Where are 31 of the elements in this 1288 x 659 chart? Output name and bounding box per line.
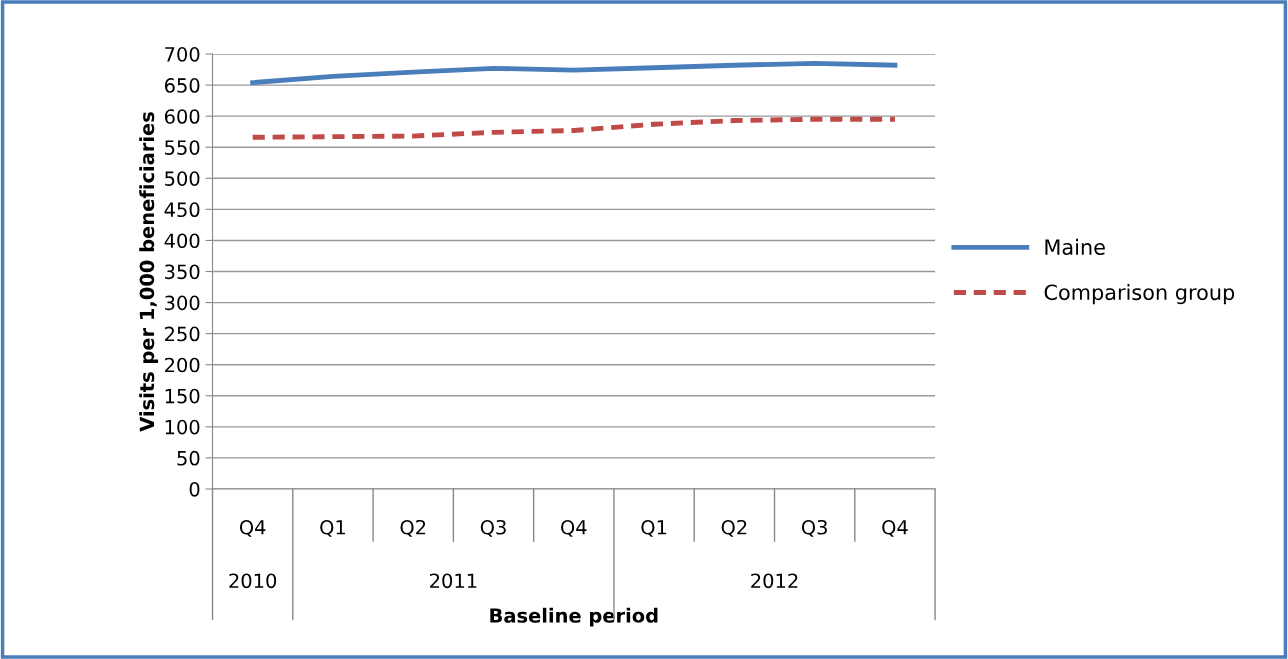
y-tick-label: 500 xyxy=(165,171,200,186)
legend-label: Comparison group xyxy=(1044,284,1235,305)
y-tick-label: 450 xyxy=(164,202,200,218)
x-tick-label: Q4 xyxy=(561,519,587,537)
y-tick-label: 300 xyxy=(165,295,200,311)
text: 2011 xyxy=(430,573,477,589)
y-tick-label: 200 xyxy=(165,357,200,373)
y-axis-title: Visits per 1,000 beneficiaries xyxy=(139,112,159,432)
y-tick-label: 600 xyxy=(164,109,200,124)
y-tick-label: 400 xyxy=(164,233,200,249)
y-tick-label: 150 xyxy=(165,388,200,404)
text: 2012 xyxy=(751,573,798,589)
y-tick-label: 50 xyxy=(177,450,200,466)
x-tick-label: Q4 xyxy=(239,519,266,537)
y-tick-label: 0 xyxy=(189,481,200,497)
x-axis-title: Baseline period xyxy=(490,607,658,627)
y-tick-label: 700 xyxy=(165,46,200,62)
x-tick-label: Q4 xyxy=(882,519,908,537)
x-tick-label: Q3 xyxy=(480,519,506,537)
x-tick-label: Q2 xyxy=(400,519,426,537)
x-tick-label: Q1 xyxy=(320,519,345,537)
y-tick-label: 100 xyxy=(165,419,200,435)
legend-label: Maine xyxy=(1045,238,1105,255)
x-tick-label: Q2 xyxy=(721,519,747,537)
y-tick-label: 350 xyxy=(165,264,200,280)
y-tick-label: 550 xyxy=(165,140,200,155)
text: 2010 xyxy=(229,573,277,589)
x-tick-label: Q1 xyxy=(641,519,667,537)
x-tick-label: Q3 xyxy=(801,519,827,537)
y-tick-label: 650 xyxy=(164,78,200,93)
y-tick-label: 250 xyxy=(165,326,200,342)
